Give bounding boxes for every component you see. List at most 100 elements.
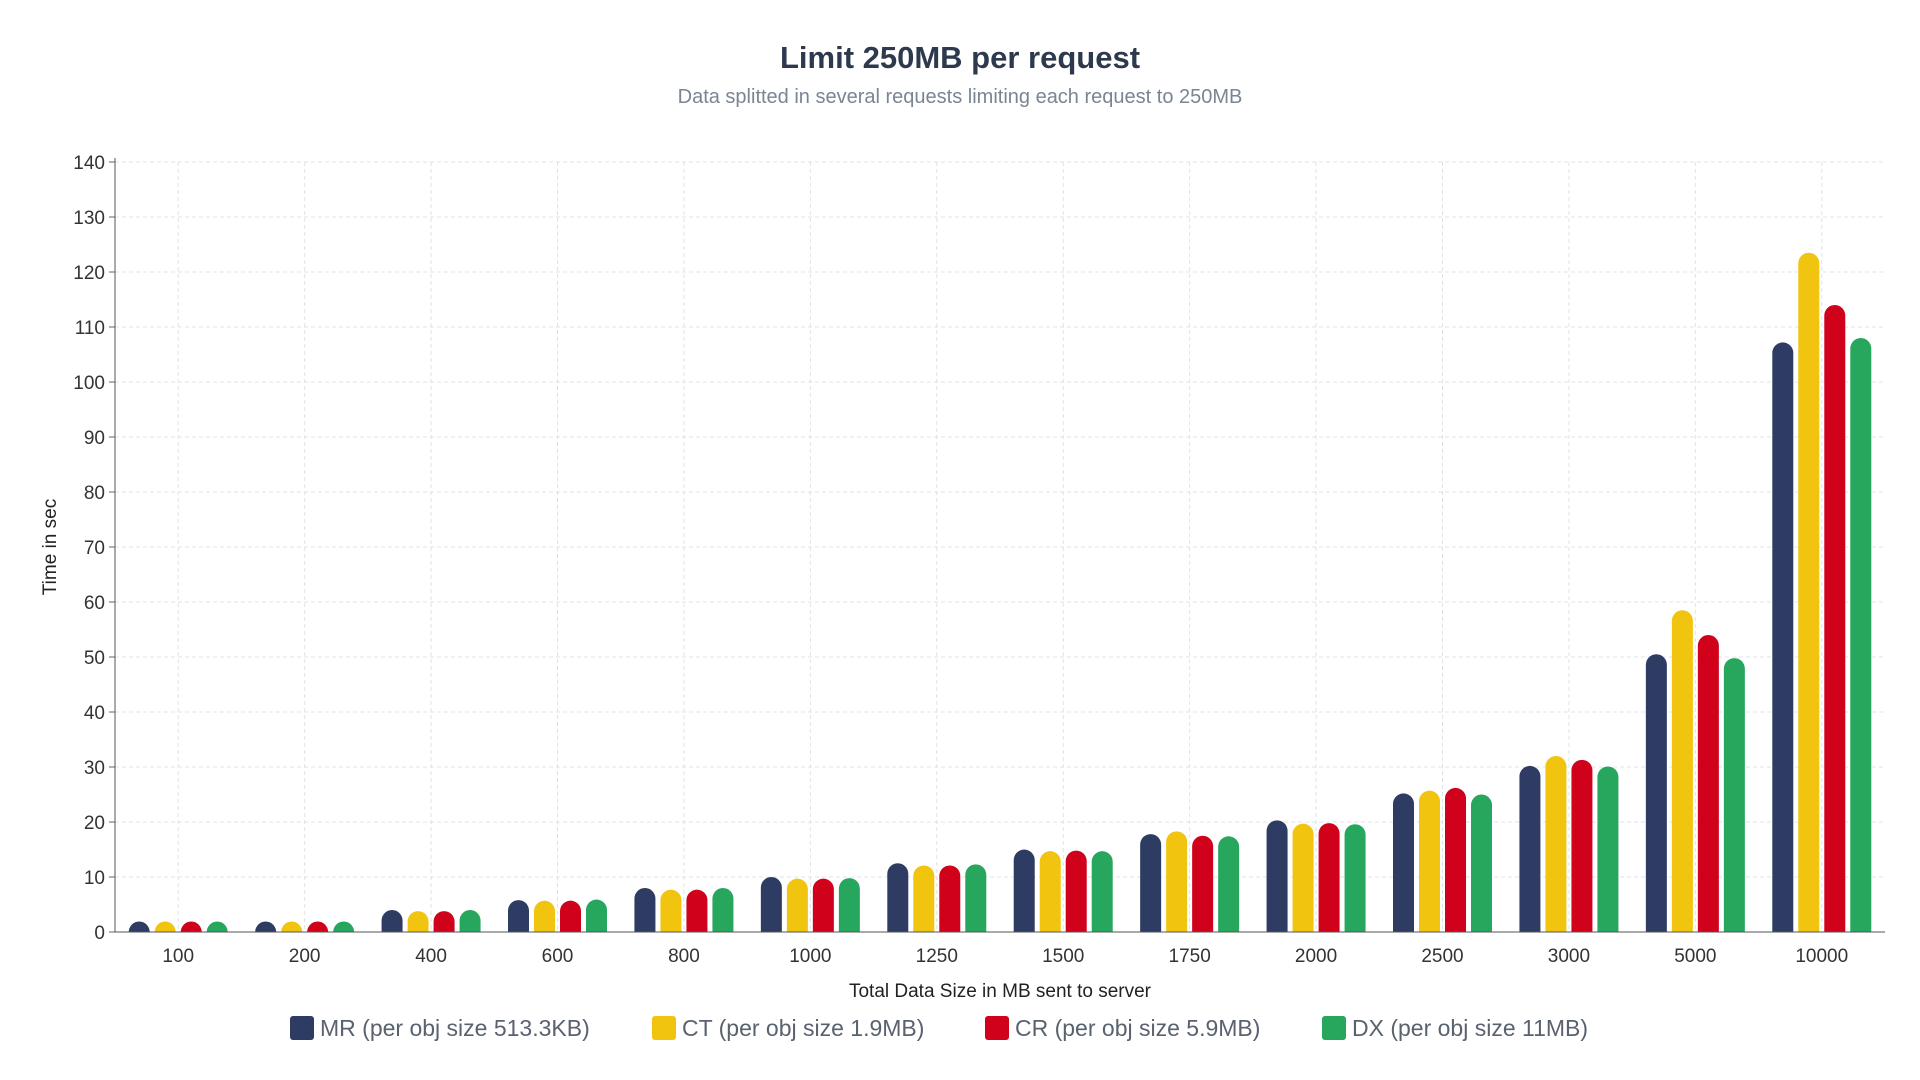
bar (1166, 831, 1188, 932)
bar (206, 921, 228, 932)
legend-swatch-cr (985, 1016, 1009, 1040)
y-tick-label: 110 (75, 318, 105, 339)
y-tick-label: 10 (84, 868, 105, 889)
x-tick-label: 1000 (789, 946, 831, 967)
bar (407, 911, 429, 932)
bar (154, 921, 176, 932)
bar (1292, 823, 1314, 932)
legend-label-mr: MR (per obj size 513.3KB) (320, 1014, 590, 1041)
bar (560, 900, 581, 932)
bar (1344, 824, 1366, 932)
x-tick-label: 2500 (1421, 946, 1463, 967)
bar (786, 878, 808, 932)
chart-legend: MR (per obj size 513.3KB) CT (per obj si… (0, 1008, 1920, 1048)
y-tick-label: 90 (84, 428, 105, 449)
bar (1091, 851, 1113, 932)
bar (1419, 790, 1440, 932)
legend-label-ct: CT (per obj size 1.9MB) (682, 1014, 925, 1041)
bar (508, 900, 529, 932)
bar (128, 921, 150, 932)
bar (1065, 850, 1087, 932)
bar (1723, 658, 1745, 932)
bar (333, 921, 355, 932)
x-tick-label: 200 (289, 946, 321, 967)
bar (812, 878, 834, 932)
bar (1571, 759, 1593, 932)
y-tick-label: 40 (84, 703, 105, 724)
x-tick-label: 100 (162, 946, 194, 967)
y-tick-label: 80 (84, 483, 105, 504)
bar (281, 921, 303, 932)
bar (1266, 820, 1288, 932)
y-tick-label: 50 (84, 648, 105, 669)
bar (1519, 765, 1541, 932)
bar (1671, 610, 1693, 932)
x-tick-label: 800 (668, 946, 700, 967)
y-tick-label: 0 (94, 923, 105, 944)
x-tick-label: 10000 (1795, 946, 1848, 967)
legend-item-dx[interactable]: DX (per obj size 11MB) (1322, 1008, 1588, 1048)
bar (913, 865, 935, 932)
bar (1545, 756, 1567, 932)
bar (1218, 836, 1240, 932)
x-tick-label: 1250 (916, 946, 958, 967)
bar (180, 921, 202, 932)
bar (1850, 338, 1872, 932)
bar (1597, 766, 1619, 932)
bar (1471, 794, 1492, 932)
legend-swatch-ct (652, 1016, 676, 1040)
y-tick-label: 70 (84, 538, 105, 559)
bar (1318, 823, 1340, 932)
legend-swatch-dx (1322, 1016, 1346, 1040)
bar (660, 889, 682, 932)
bar (459, 910, 481, 932)
bar (381, 910, 403, 932)
bar (1798, 252, 1820, 932)
bar (1645, 654, 1667, 932)
bar (1772, 342, 1794, 932)
bar (965, 864, 987, 932)
bar (939, 865, 961, 932)
chart-subtitle: Data splitted in several requests limiti… (677, 86, 1243, 108)
x-tick-label: 2000 (1295, 946, 1337, 967)
bar (534, 900, 555, 932)
y-tick-label: 140 (73, 153, 105, 174)
x-tick-label: 1750 (1169, 946, 1211, 967)
bar (1013, 849, 1035, 932)
y-tick-label: 30 (84, 758, 105, 779)
bar (1039, 851, 1061, 932)
bar (1697, 635, 1719, 932)
y-tick-label: 130 (73, 208, 105, 229)
legend-label-dx: DX (per obj size 11MB) (1352, 1014, 1589, 1041)
x-tick-label: 600 (542, 946, 574, 967)
y-tick-label: 120 (73, 263, 105, 284)
bar-chart: 0 10 20 30 40 50 60 70 80 90 100 110 120 130 140 100 200… (40, 153, 1885, 1000)
bar (838, 878, 860, 932)
legend-item-mr[interactable]: MR (per obj size 513.3KB) (290, 1008, 590, 1048)
bar (686, 889, 708, 932)
x-tick-label: 1500 (1042, 946, 1084, 967)
y-tick-label: 20 (84, 813, 105, 834)
bar (1445, 787, 1466, 932)
legend-swatch-mr (290, 1016, 314, 1040)
legend-item-cr[interactable]: CR (per obj size 5.9MB) (985, 1008, 1260, 1048)
bar (760, 877, 782, 932)
bar (255, 921, 277, 932)
bar (433, 911, 455, 932)
x-tick-label: 5000 (1674, 946, 1716, 967)
bar (634, 888, 656, 932)
bar (1824, 305, 1846, 932)
bar (307, 921, 329, 932)
x-axis-title: Total Data Size in MB sent to server (849, 981, 1152, 1000)
y-tick-label: 60 (84, 593, 105, 614)
x-tick-label: 400 (415, 946, 447, 967)
y-tick-label: 100 (73, 373, 105, 394)
legend-item-ct[interactable]: CT (per obj size 1.9MB) (652, 1008, 924, 1048)
chart-title: Limit 250MB per request (779, 40, 1141, 75)
bar (1192, 835, 1214, 932)
bar (1140, 834, 1162, 932)
bar (1393, 793, 1414, 932)
x-tick-label: 3000 (1548, 946, 1590, 967)
legend-label-cr: CR (per obj size 5.9MB) (1015, 1014, 1261, 1041)
y-axis-title: Time in sec (40, 499, 61, 595)
